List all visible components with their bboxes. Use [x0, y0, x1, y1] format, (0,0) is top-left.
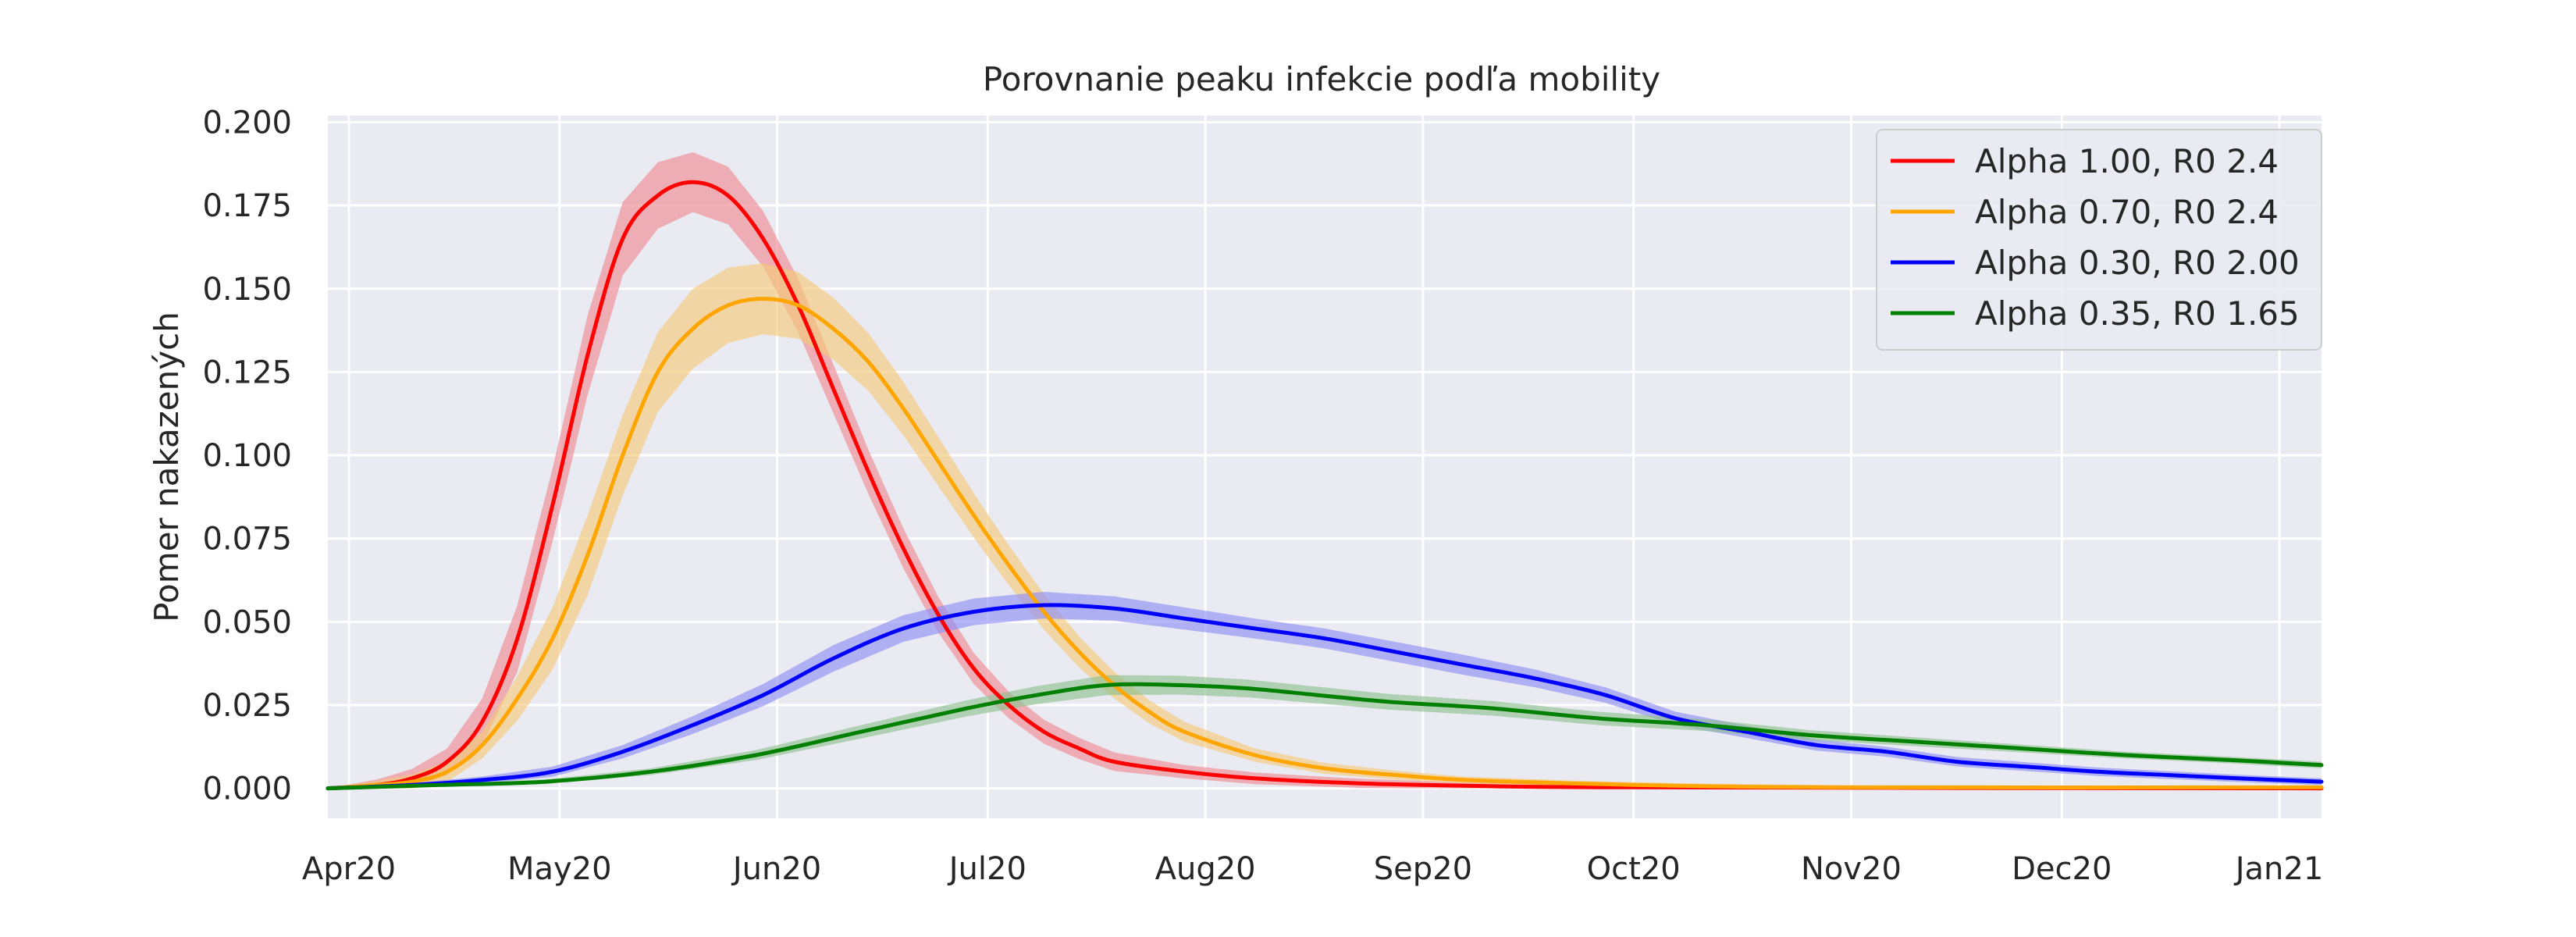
y-tick-label: 0.200 — [202, 105, 292, 141]
x-tick-label: Oct20 — [1587, 851, 1681, 887]
y-tick-label: 0.000 — [202, 771, 292, 807]
x-axis-ticks: Apr20 May20 Jun20 Jul20 Aug20 Sep20 Oct20 Nov20… — [302, 851, 2323, 887]
legend-label: Alpha 0.70, R0 2.4 — [1975, 193, 2279, 231]
x-tick-label: Apr20 — [302, 851, 396, 887]
x-tick-label: Aug20 — [1155, 851, 1256, 887]
y-tick-label: 0.050 — [202, 604, 292, 640]
x-tick-label: May20 — [507, 851, 612, 887]
x-tick-label: Nov20 — [1801, 851, 1902, 887]
y-axis-ticks: 0.000 0.025 0.050 0.075 0.100 0.125 0.150 0.175… — [202, 105, 292, 807]
legend-box — [1876, 129, 2322, 351]
x-tick-label: Jun20 — [731, 851, 821, 887]
y-tick-label: 0.025 — [202, 688, 292, 724]
y-tick-label: 0.150 — [202, 272, 292, 308]
series-lines — [326, 180, 2324, 791]
confidence-bands — [328, 151, 2322, 789]
legend-label: Alpha 0.30, R0 2.00 — [1975, 244, 2300, 282]
band-series-4 — [328, 675, 2322, 789]
y-tick-label: 0.125 — [202, 354, 292, 390]
y-tick-label: 0.075 — [202, 522, 292, 558]
legend-label: Alpha 0.35, R0 1.65 — [1975, 294, 2300, 333]
x-tick-label: Jan21 — [2233, 851, 2324, 887]
legend-label: Alpha 1.00, R0 2.4 — [1975, 142, 2279, 180]
y-tick-label: 0.100 — [202, 438, 292, 474]
line-series-1 — [326, 180, 2324, 791]
y-axis-label: Pomer nakazených — [148, 312, 186, 622]
line-series-4 — [326, 682, 2324, 791]
x-tick-label: Sep20 — [1374, 851, 1472, 887]
x-tick-label: Jul20 — [947, 851, 1026, 887]
line-series-3 — [326, 603, 2324, 791]
legend: Alpha 1.00, R0 2.4 Alpha 0.70, R0 2.4 Alph… — [1876, 129, 2322, 351]
line-series-2 — [326, 297, 2324, 791]
y-tick-label: 0.175 — [202, 188, 292, 224]
chart-title: Porovnanie peaku infekcie podľa mobility — [983, 60, 1660, 98]
x-tick-label: Dec20 — [2012, 851, 2112, 887]
band-series-3 — [328, 592, 2322, 789]
